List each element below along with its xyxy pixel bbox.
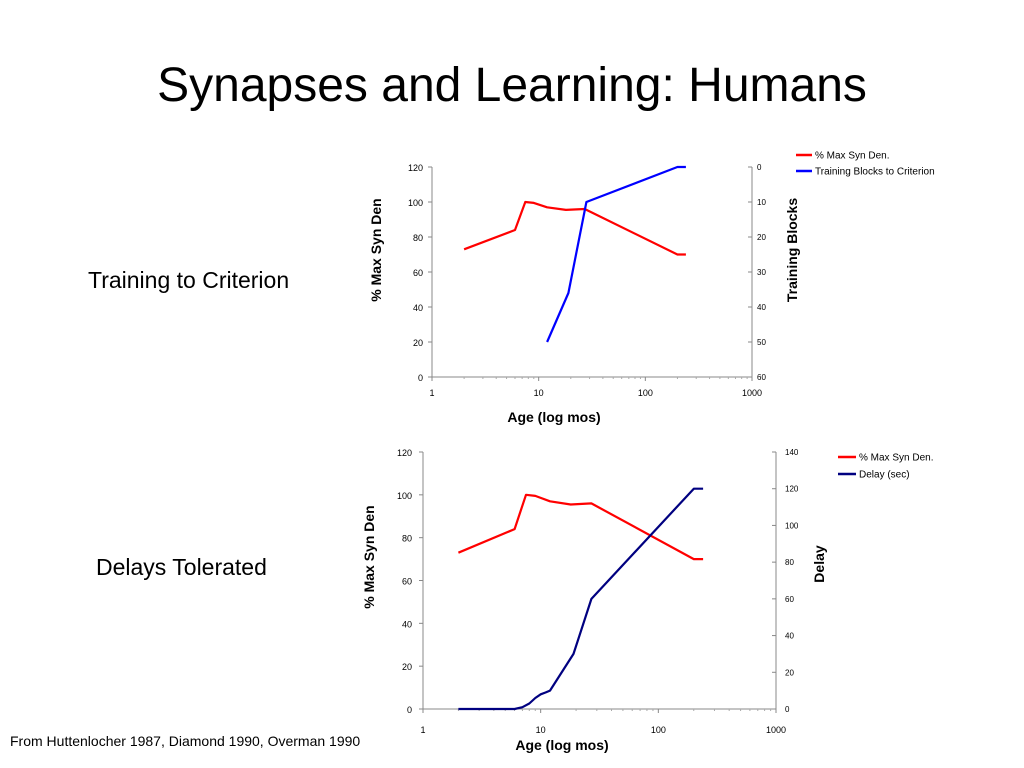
chart1-y-axis-label: % Max Syn Den [368,198,384,301]
chart1-x-axis-label: Age (log mos) [507,409,600,425]
slide-title: Synapses and Learning: Humans [157,59,867,112]
chart2-x-tick-label: 10 [536,725,546,735]
chart1-y2-tick-label: 40 [757,303,766,312]
chart1-legend-label-2: Training Blocks to Criterion [815,167,935,178]
chart2-y2-tick-label: 20 [785,668,794,677]
chart1-y-tick-label: 120 [408,163,423,173]
chart2-y-tick-label: 20 [402,662,412,672]
label-delays-tolerated: Delays Tolerated [96,554,267,580]
chart1-x-tick-label: 100 [638,388,653,398]
chart1-y2-tick-label: 60 [757,373,766,382]
chart1-y-tick-label: 20 [413,338,423,348]
chart1-y2-tick-label: 0 [757,163,762,172]
chart2-y2-tick-label: 140 [785,448,799,457]
chart2-x-tick-label: 1 [420,725,425,735]
chart2-y2-tick-label: 0 [785,705,790,714]
chart2-y2-tick-label: 40 [785,632,794,641]
chart2-y2-tick-label: 80 [785,558,794,567]
chart2-y-tick-label: 120 [397,448,412,458]
footnote: From Huttenlocher 1987, Diamond 1990, Ov… [10,733,361,749]
chart2-legend-label-2: Delay (sec) [859,470,910,481]
chart1-y-tick-label: 80 [413,233,423,243]
chart2-y2-tick-label: 60 [785,595,794,604]
chart2-y-tick-label: 60 [402,577,412,587]
label-training-to-criterion: Training to Criterion [88,267,290,293]
chart1-x-tick-label: 10 [534,388,544,398]
chart1-y2-tick-label: 20 [757,233,766,242]
chart2-legend-label-1: % Max Syn Den. [859,453,933,464]
chart1-y2-tick-label: 50 [757,338,766,347]
chart2-series-line-1 [457,493,704,561]
chart2-y2-tick-label: 120 [785,485,799,494]
chart1-legend-label-1: % Max Syn Den. [815,151,889,162]
chart2-y2-axis-label: Delay [811,545,827,583]
chart2-y-tick-label: 40 [402,619,412,629]
chart1-y-tick-label: 40 [413,303,423,313]
chart1-series-line-2 [546,165,686,343]
chart1-x-tick-label: 1 [429,388,434,398]
chart2-y2-tick-label: 100 [785,521,799,530]
chart2-y-tick-label: 100 [397,491,412,501]
chart1-series-line-1 [463,200,686,256]
chart2-series-line-2 [458,487,704,711]
chart2-x-axis-label: Age (log mos) [515,737,608,753]
chart1-y2-tick-label: 10 [757,198,766,207]
chart2-x-tick-label: 100 [651,725,666,735]
chart1-y-tick-label: 100 [408,198,423,208]
chart1-y2-tick-label: 30 [757,268,766,277]
chart1-y-tick-label: 0 [418,373,423,383]
chart1-x-tick-label: 1000 [742,388,762,398]
chart2-y-axis-label: % Max Syn Den [361,505,377,608]
chart2-y-tick-label: 0 [407,705,412,715]
chart2-x-tick-label: 1000 [766,725,786,735]
chart2-y-tick-label: 80 [402,534,412,544]
chart1-y2-axis-label: Training Blocks [784,198,800,302]
chart1-y-tick-label: 60 [413,268,423,278]
